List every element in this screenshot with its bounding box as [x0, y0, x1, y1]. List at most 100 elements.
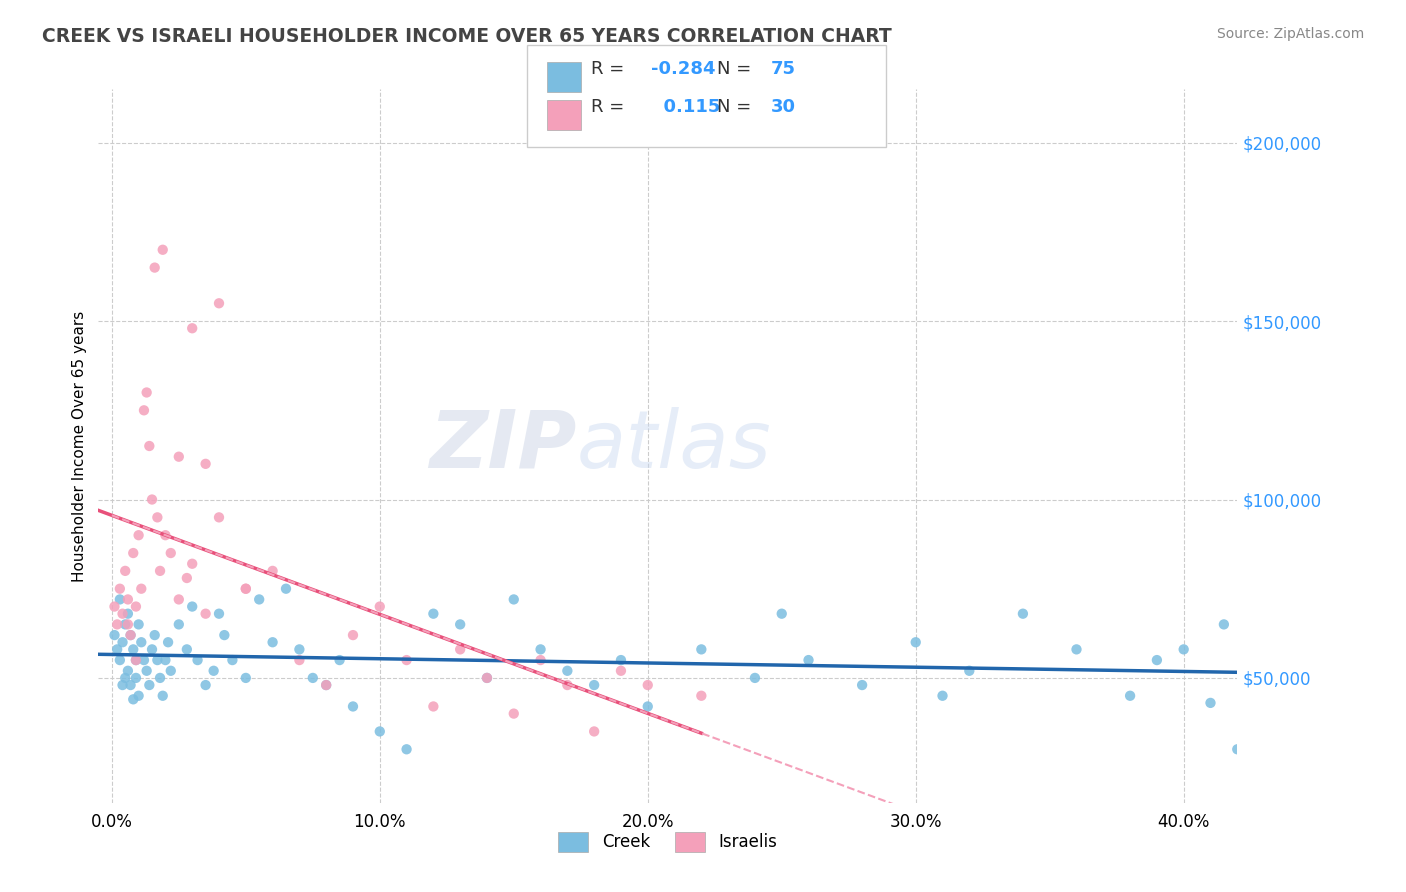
Point	[247, 592, 270, 607]
Point	[1212, 617, 1234, 632]
Point	[125, 653, 148, 667]
Point	[152, 243, 174, 257]
Point	[194, 607, 217, 621]
Point	[1173, 642, 1195, 657]
Point	[122, 642, 145, 657]
Point	[315, 678, 337, 692]
Text: ZIP: ZIP	[429, 407, 576, 485]
Text: N =: N =	[717, 98, 756, 116]
Point	[117, 617, 139, 632]
Point	[128, 689, 150, 703]
Point	[329, 653, 352, 667]
Point	[422, 607, 444, 621]
Text: Source: ZipAtlas.com: Source: ZipAtlas.com	[1216, 27, 1364, 41]
Point	[690, 642, 713, 657]
Point	[1146, 653, 1168, 667]
Point	[108, 592, 131, 607]
Point	[301, 671, 323, 685]
Point	[449, 617, 471, 632]
Point	[155, 528, 177, 542]
Point	[181, 599, 204, 614]
Point	[475, 671, 498, 685]
Point	[103, 599, 125, 614]
Point	[105, 617, 128, 632]
Point	[342, 699, 364, 714]
Point	[1226, 742, 1249, 756]
Point	[111, 635, 134, 649]
Point	[143, 628, 166, 642]
Point	[342, 628, 364, 642]
Point	[152, 689, 174, 703]
Point	[221, 653, 243, 667]
Point	[1119, 689, 1142, 703]
Point	[111, 607, 134, 621]
Point	[368, 724, 391, 739]
Point	[132, 653, 155, 667]
Point	[176, 642, 198, 657]
Point	[449, 642, 471, 657]
Point	[529, 642, 551, 657]
Point	[262, 635, 284, 649]
Point	[128, 528, 150, 542]
Text: 75: 75	[770, 60, 796, 78]
Text: N =: N =	[717, 60, 756, 78]
Point	[103, 628, 125, 642]
Point	[120, 678, 142, 692]
Point	[235, 671, 257, 685]
Point	[208, 296, 231, 310]
Point	[125, 599, 148, 614]
Point	[904, 635, 927, 649]
Point	[770, 607, 793, 621]
Point	[797, 653, 820, 667]
Point	[138, 439, 160, 453]
Point	[159, 664, 181, 678]
Point	[114, 617, 136, 632]
Text: R =: R =	[591, 98, 630, 116]
Point	[129, 635, 152, 649]
Point	[135, 664, 157, 678]
Point	[167, 617, 190, 632]
Point	[155, 653, 177, 667]
Point	[129, 582, 152, 596]
Point	[288, 642, 311, 657]
Point	[146, 653, 169, 667]
Point	[194, 457, 217, 471]
Point	[957, 664, 980, 678]
Point	[149, 671, 172, 685]
Point	[235, 582, 257, 596]
Point	[202, 664, 225, 678]
Point	[690, 689, 713, 703]
Point	[288, 653, 311, 667]
Point	[368, 599, 391, 614]
Point	[176, 571, 198, 585]
Point	[114, 671, 136, 685]
Point	[214, 628, 236, 642]
Point	[194, 678, 217, 692]
Point	[125, 671, 148, 685]
Point	[159, 546, 181, 560]
Point	[208, 510, 231, 524]
Point	[141, 642, 163, 657]
Point	[235, 582, 257, 596]
Point	[120, 628, 142, 642]
Point	[187, 653, 209, 667]
Point	[120, 628, 142, 642]
Point	[851, 678, 873, 692]
Point	[108, 582, 131, 596]
Point	[315, 678, 337, 692]
Point	[529, 653, 551, 667]
Point	[583, 724, 606, 739]
Text: -0.284: -0.284	[651, 60, 716, 78]
Y-axis label: Householder Income Over 65 years: Householder Income Over 65 years	[72, 310, 87, 582]
Point	[502, 592, 524, 607]
Point	[117, 592, 139, 607]
Text: CREEK VS ISRAELI HOUSEHOLDER INCOME OVER 65 YEARS CORRELATION CHART: CREEK VS ISRAELI HOUSEHOLDER INCOME OVER…	[42, 27, 891, 45]
Point	[122, 692, 145, 706]
Point	[475, 671, 498, 685]
Point	[422, 699, 444, 714]
Point	[395, 653, 418, 667]
Point	[610, 653, 633, 667]
Point	[132, 403, 155, 417]
Point	[1066, 642, 1088, 657]
Point	[637, 699, 659, 714]
